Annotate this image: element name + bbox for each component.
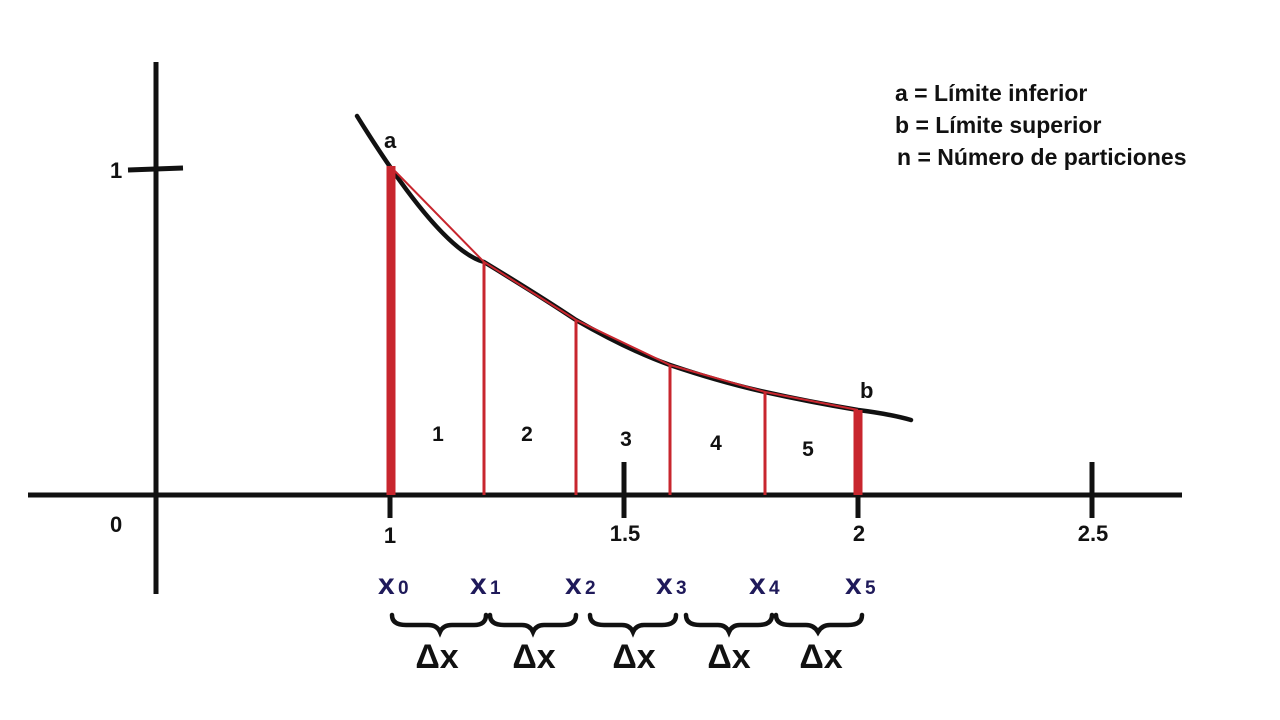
svg-text:4: 4: [769, 578, 780, 599]
brace-5: [773, 612, 865, 637]
delta-x-label-4: Δx: [707, 638, 750, 676]
svg-text:3: 3: [676, 578, 687, 599]
partition-number-5: 5: [802, 438, 814, 461]
svg-text:x: x: [378, 568, 395, 601]
svg-text:1: 1: [490, 578, 501, 599]
partition-point-x1: x 1: [470, 568, 501, 601]
x-tick-label-1-5: 1.5: [610, 521, 641, 546]
upper-limit-label: b: [860, 378, 873, 403]
partition-number-1: 1: [432, 423, 444, 446]
legend-lower-limit: a = Límite inferior: [895, 80, 1087, 106]
brace-2: [487, 612, 579, 638]
delta-x-label-2: Δx: [512, 638, 555, 676]
svg-text:x: x: [845, 568, 862, 601]
brace-4: [683, 612, 775, 638]
y-tick-mark: [127, 165, 184, 173]
svg-text:x: x: [565, 568, 582, 601]
y-tick-label: 1: [110, 158, 122, 183]
brace-1: [389, 612, 489, 638]
delta-x-label-3: Δx: [612, 638, 655, 676]
x-tick-label-1: 1: [384, 523, 396, 548]
brace-3: [587, 612, 679, 638]
svg-text:0: 0: [398, 578, 409, 599]
svg-text:2: 2: [585, 578, 596, 599]
svg-text:x: x: [656, 568, 673, 601]
svg-text:x: x: [470, 568, 487, 601]
partition-point-x4: x 4: [749, 568, 780, 601]
lower-limit-label: a: [384, 128, 397, 153]
partition-point-x3: x 3: [656, 568, 687, 601]
delta-x-label-1: Δx: [415, 638, 458, 676]
origin-label: 0: [110, 512, 122, 537]
delta-x-label-5: Δx: [799, 638, 842, 676]
legend-partitions: n = Número de particiones: [897, 144, 1187, 170]
partition-number-2: 2: [521, 423, 533, 446]
svg-text:x: x: [749, 568, 766, 601]
x-tick-label-2: 2: [853, 521, 865, 546]
function-curve: [354, 113, 914, 423]
x-tick-label-2-5: 2.5: [1078, 521, 1109, 546]
partition-point-x0: x 0: [378, 568, 409, 601]
partition-point-x5: x 5: [845, 568, 876, 601]
partition-number-4: 4: [710, 432, 722, 455]
svg-text:5: 5: [865, 578, 876, 599]
trapezoid-top-chords: [389, 165, 859, 411]
legend-upper-limit: b = Límite superior: [895, 112, 1101, 138]
partition-point-x2: x 2: [565, 568, 596, 601]
partition-number-3: 3: [620, 428, 632, 451]
